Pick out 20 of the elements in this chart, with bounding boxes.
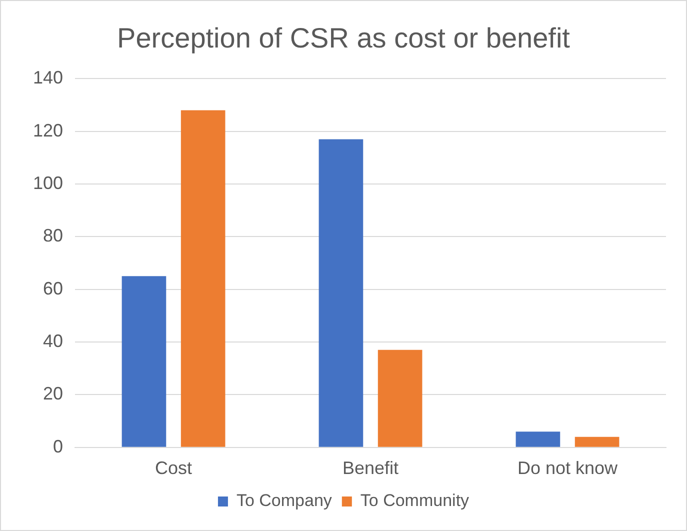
bar — [516, 432, 560, 447]
legend-label: To Company — [236, 491, 332, 510]
y-tick-label: 140 — [32, 68, 64, 88]
bar — [318, 139, 364, 447]
y-tick-label: 40 — [43, 330, 64, 351]
y-tick-label: 100 — [32, 172, 64, 193]
bar — [378, 350, 422, 447]
y-tick-label: 20 — [43, 384, 64, 404]
x-tick-label: Do not know — [517, 458, 619, 478]
bar — [122, 276, 166, 447]
bar — [180, 110, 226, 447]
bar — [574, 436, 620, 447]
legend-label: To Community — [360, 491, 470, 510]
y-tick-label: 0 — [53, 436, 64, 456]
x-tick-label: Cost — [155, 458, 192, 478]
chart-title: Perception of CSR as cost or benefit — [117, 22, 570, 54]
x-tick-label: Benefit — [342, 458, 399, 478]
y-tick-label: 60 — [43, 278, 64, 298]
y-tick-label: 120 — [32, 120, 64, 140]
y-tick-label: 80 — [43, 226, 64, 246]
